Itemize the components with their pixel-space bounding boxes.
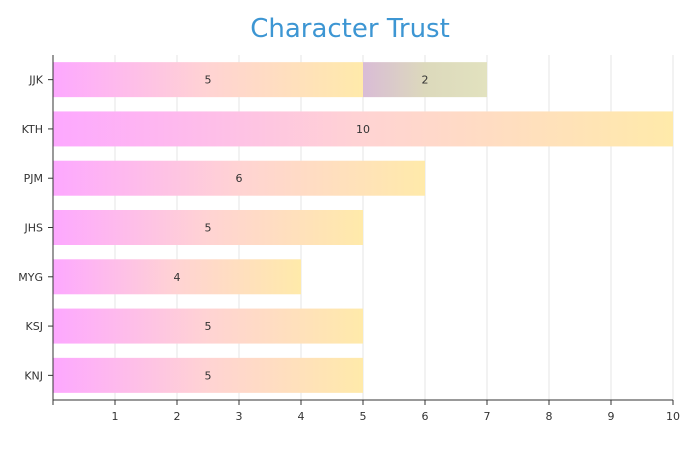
x-tick-label: 4 <box>298 410 305 423</box>
bar-pjm-s1 <box>53 160 425 196</box>
x-tick-label: 7 <box>484 410 491 423</box>
y-tick-label: KNJ <box>24 369 43 382</box>
bar-jjk-s1 <box>53 62 363 98</box>
axes: 1 2 3 4 5 6 7 8 9 10 JJK KTH PJM JHS MYG KSJ KNJ <box>18 55 680 423</box>
x-tick-label: 2 <box>174 410 181 423</box>
data-label: 10 <box>356 123 370 136</box>
y-tick-label: KSJ <box>26 320 43 333</box>
data-label: 5 <box>205 222 212 235</box>
y-tick-label: JJK <box>28 74 43 87</box>
data-label: 5 <box>205 320 212 333</box>
bars: 5 2 10 6 5 4 5 5 <box>53 62 673 393</box>
bar-knj-s1 <box>53 357 363 393</box>
y-tick-label: JHS <box>24 222 44 235</box>
data-label: 5 <box>205 369 212 382</box>
data-label: 6 <box>236 172 243 185</box>
y-tick-label: KTH <box>22 123 43 136</box>
data-label: 5 <box>205 74 212 87</box>
bar-kth-s1 <box>53 111 673 147</box>
bar-jhs-s1 <box>53 210 363 245</box>
y-tick-label: PJM <box>24 172 43 185</box>
bar-jjk-s2 <box>363 62 487 98</box>
x-tick-label: 3 <box>236 410 243 423</box>
data-label: 2 <box>422 74 429 87</box>
x-tick-label: 1 <box>112 410 119 423</box>
x-tick-label: 8 <box>546 410 553 423</box>
x-tick-label: 5 <box>360 410 367 423</box>
bar-ksj-s1 <box>53 308 363 344</box>
x-tick-label: 10 <box>666 410 680 423</box>
y-tick-label: MYG <box>18 271 43 284</box>
data-label: 4 <box>174 271 181 284</box>
x-tick-label: 6 <box>422 410 429 423</box>
bar-myg-s1 <box>53 259 301 295</box>
x-tick-label: 9 <box>608 410 615 423</box>
chart-title: Character Trust <box>250 14 450 44</box>
